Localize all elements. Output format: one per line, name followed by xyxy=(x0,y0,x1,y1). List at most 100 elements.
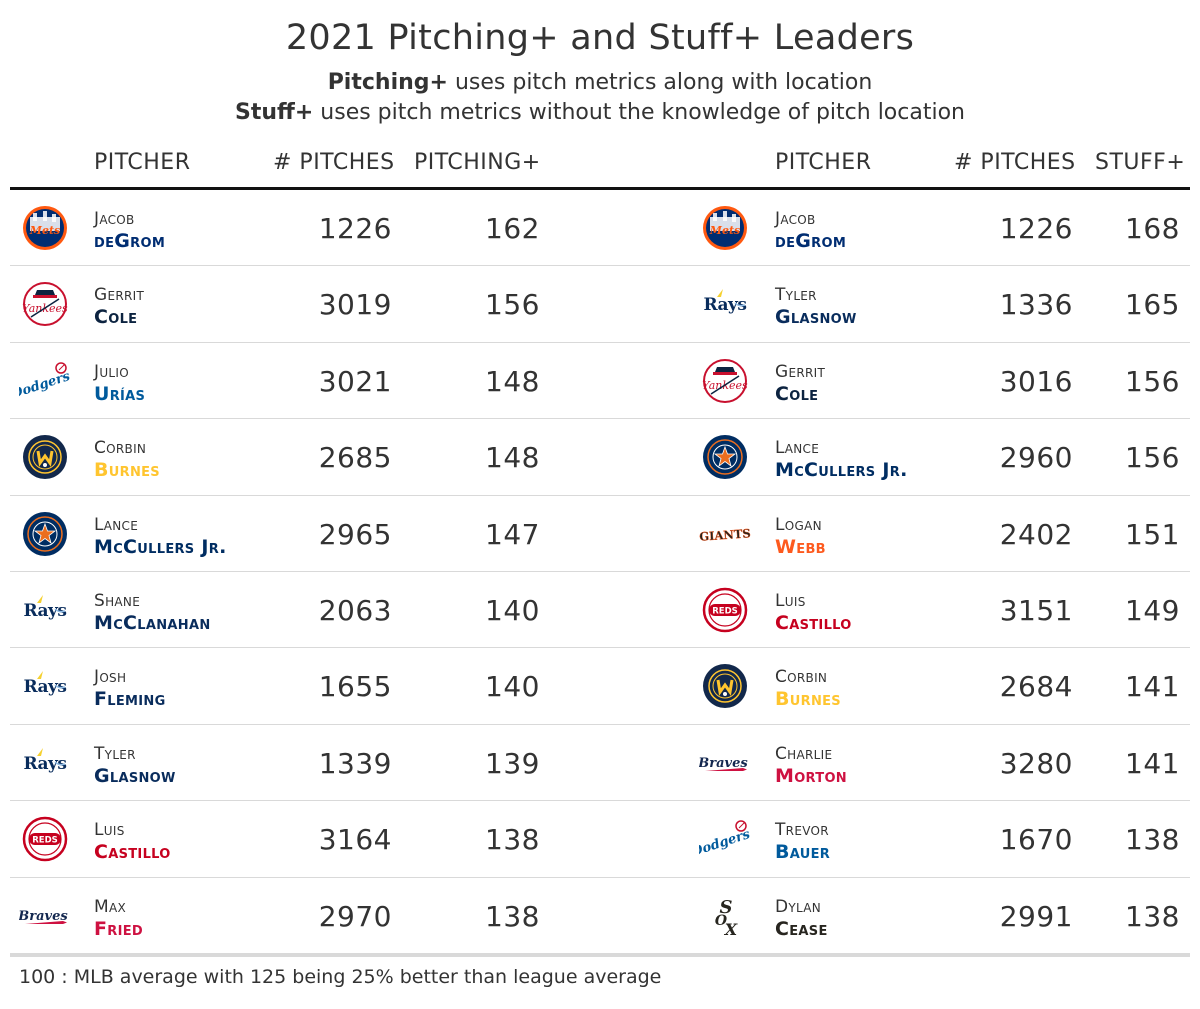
stuff-plus-value: 165 xyxy=(1125,288,1180,322)
left-pitcher-name: Max Fried xyxy=(94,896,143,940)
pitcher-last-name: Fried xyxy=(94,917,143,940)
mets-logo-icon: Mets xyxy=(699,203,751,253)
svg-text:Dodgers: Dodgers xyxy=(19,369,71,403)
pitcher-last-name: Glasnow xyxy=(94,764,176,787)
right-pitch-count: 1670 xyxy=(999,823,1073,857)
left-pitch-count: 1655 xyxy=(318,670,392,704)
left-pitcher-name: Lance McCullers Jr. xyxy=(94,514,227,558)
reds-logo-icon: REDS xyxy=(19,814,71,864)
pitcher-last-name: Morton xyxy=(775,764,847,787)
pitcher-first-name: Josh xyxy=(94,667,127,688)
svg-text:Braves: Braves xyxy=(19,909,68,924)
dodgers-logo-icon: Dodgers xyxy=(19,356,71,406)
pitcher-last-name: Fleming xyxy=(94,688,166,711)
svg-text:Braves: Braves xyxy=(699,756,748,771)
left-pitch-count: 1339 xyxy=(318,746,392,780)
svg-text:REDS: REDS xyxy=(712,606,738,616)
table-row: Lance McCullers Jr. 2965 147 GIANTS Logan Webb… xyxy=(10,496,1190,572)
right-pitch-count: 2991 xyxy=(999,899,1073,933)
pitcher-last-name: Cole xyxy=(775,382,819,405)
left-pitcher-name: Julio Urías xyxy=(94,361,145,405)
table-row: REDS Luis Castillo 3164 138 Dodgers Trevor Baue… xyxy=(10,801,1190,878)
subtitle-pitching: Pitching+ uses pitch metrics along with … xyxy=(0,70,1200,95)
subtitle-pitching-bold: Pitching+ xyxy=(327,70,448,95)
right-pitch-count: 1226 xyxy=(999,212,1073,245)
table-row: Rays Josh Fleming 1655 140 Corbin Burnes 2684 14… xyxy=(10,648,1190,725)
header-right-pitches: # PITCHES xyxy=(954,150,1076,175)
pitcher-first-name: Shane xyxy=(94,590,141,611)
svg-text:Rays: Rays xyxy=(704,295,747,315)
table-row: Mets Jacob deGrom 1226 162 Mets Jacob deGrom 122… xyxy=(10,190,1190,267)
svg-text:Dodgers: Dodgers xyxy=(699,827,751,861)
pitcher-last-name: Castillo xyxy=(775,611,852,634)
pitcher-first-name: Charlie xyxy=(775,743,833,764)
left-pitcher-name: Jacob deGrom xyxy=(94,208,165,252)
pitching-plus-value: 147 xyxy=(485,517,540,551)
pitching-plus-value: 139 xyxy=(485,746,540,780)
pitching-plus-value: 162 xyxy=(485,212,540,245)
astros-logo-icon xyxy=(19,509,71,559)
pitcher-first-name: Tyler xyxy=(94,743,136,764)
right-pitcher-name: Gerrit Cole xyxy=(775,361,825,405)
header-divider xyxy=(10,187,1190,190)
pitching-plus-value: 140 xyxy=(485,670,540,704)
pitcher-last-name: Burnes xyxy=(94,459,160,482)
stuff-plus-value: 156 xyxy=(1125,364,1180,398)
pitcher-last-name: Castillo xyxy=(94,841,171,864)
rays-logo-icon: Rays xyxy=(19,738,71,788)
subtitle-stuff: Stuff+ uses pitch metrics without the kn… xyxy=(0,100,1200,125)
pitcher-last-name: McClanahan xyxy=(94,611,211,634)
pitcher-first-name: Corbin xyxy=(94,438,147,459)
table-row: Rays Tyler Glasnow 1339 139 Braves Charlie Mort… xyxy=(10,725,1190,802)
pitcher-last-name: McCullers Jr. xyxy=(775,459,908,482)
braves-logo-icon: Braves xyxy=(19,891,71,941)
pitcher-first-name: Max xyxy=(94,896,126,917)
right-pitch-count: 1336 xyxy=(999,288,1073,322)
footnote: 100 : MLB average with 125 being 25% bet… xyxy=(19,966,662,988)
pitcher-first-name: Tyler xyxy=(775,285,817,306)
svg-text:Rays: Rays xyxy=(24,754,67,774)
pitcher-first-name: Lance xyxy=(775,438,820,459)
rays-logo-icon: Rays xyxy=(19,661,71,711)
rays-logo-icon: Rays xyxy=(699,279,751,329)
svg-text:X: X xyxy=(724,920,738,939)
subtitle-stuff-rest: uses pitch metrics without the knowledge… xyxy=(313,100,965,125)
rays-logo-icon: Rays xyxy=(19,585,71,635)
pitcher-first-name: Corbin xyxy=(775,667,828,688)
astros-logo-icon xyxy=(699,432,751,482)
table-bottom-divider xyxy=(10,953,1190,957)
brewers-logo-icon xyxy=(699,661,751,711)
pitcher-last-name: Burnes xyxy=(775,688,841,711)
pitching-plus-value: 148 xyxy=(485,364,540,398)
giants-logo-icon: GIANTS xyxy=(699,509,751,559)
stuff-plus-value: 138 xyxy=(1125,823,1180,857)
pitching-plus-value: 138 xyxy=(485,823,540,857)
stuff-plus-value: 138 xyxy=(1125,899,1180,933)
left-pitcher-name: Josh Fleming xyxy=(94,666,166,710)
table-row: Rays Shane McClanahan 2063 140 REDS Luis Castil… xyxy=(10,572,1190,649)
pitcher-first-name: Luis xyxy=(94,820,125,841)
subtitle-stuff-bold: Stuff+ xyxy=(235,100,314,125)
yankees-logo-icon: Yankees xyxy=(699,356,751,406)
stuff-plus-value: 141 xyxy=(1125,670,1180,704)
right-pitch-count: 3280 xyxy=(999,746,1073,780)
right-pitch-count: 2402 xyxy=(999,517,1073,551)
pitcher-last-name: McCullers Jr. xyxy=(94,535,227,558)
right-pitcher-name: Lance McCullers Jr. xyxy=(775,437,908,481)
pitcher-first-name: Dylan xyxy=(775,896,822,917)
right-pitcher-name: Dylan Cease xyxy=(775,896,828,940)
right-pitcher-name: Tyler Glasnow xyxy=(775,284,857,328)
pitching-plus-value: 138 xyxy=(485,899,540,933)
svg-text:Mets: Mets xyxy=(29,224,60,237)
left-pitcher-name: Corbin Burnes xyxy=(94,437,160,481)
stuff-plus-value: 168 xyxy=(1125,212,1180,245)
left-pitch-count: 1226 xyxy=(318,212,392,245)
right-pitch-count: 2960 xyxy=(999,441,1073,475)
mets-logo-icon: Mets xyxy=(19,203,71,253)
pitcher-last-name: Urías xyxy=(94,382,146,405)
left-pitch-count: 2063 xyxy=(318,593,392,627)
subtitle-pitching-rest: uses pitch metrics along with location xyxy=(447,70,873,95)
left-pitch-count: 2965 xyxy=(318,517,392,551)
stuff-plus-value: 156 xyxy=(1125,441,1180,475)
dodgers-logo-icon: Dodgers xyxy=(699,814,751,864)
